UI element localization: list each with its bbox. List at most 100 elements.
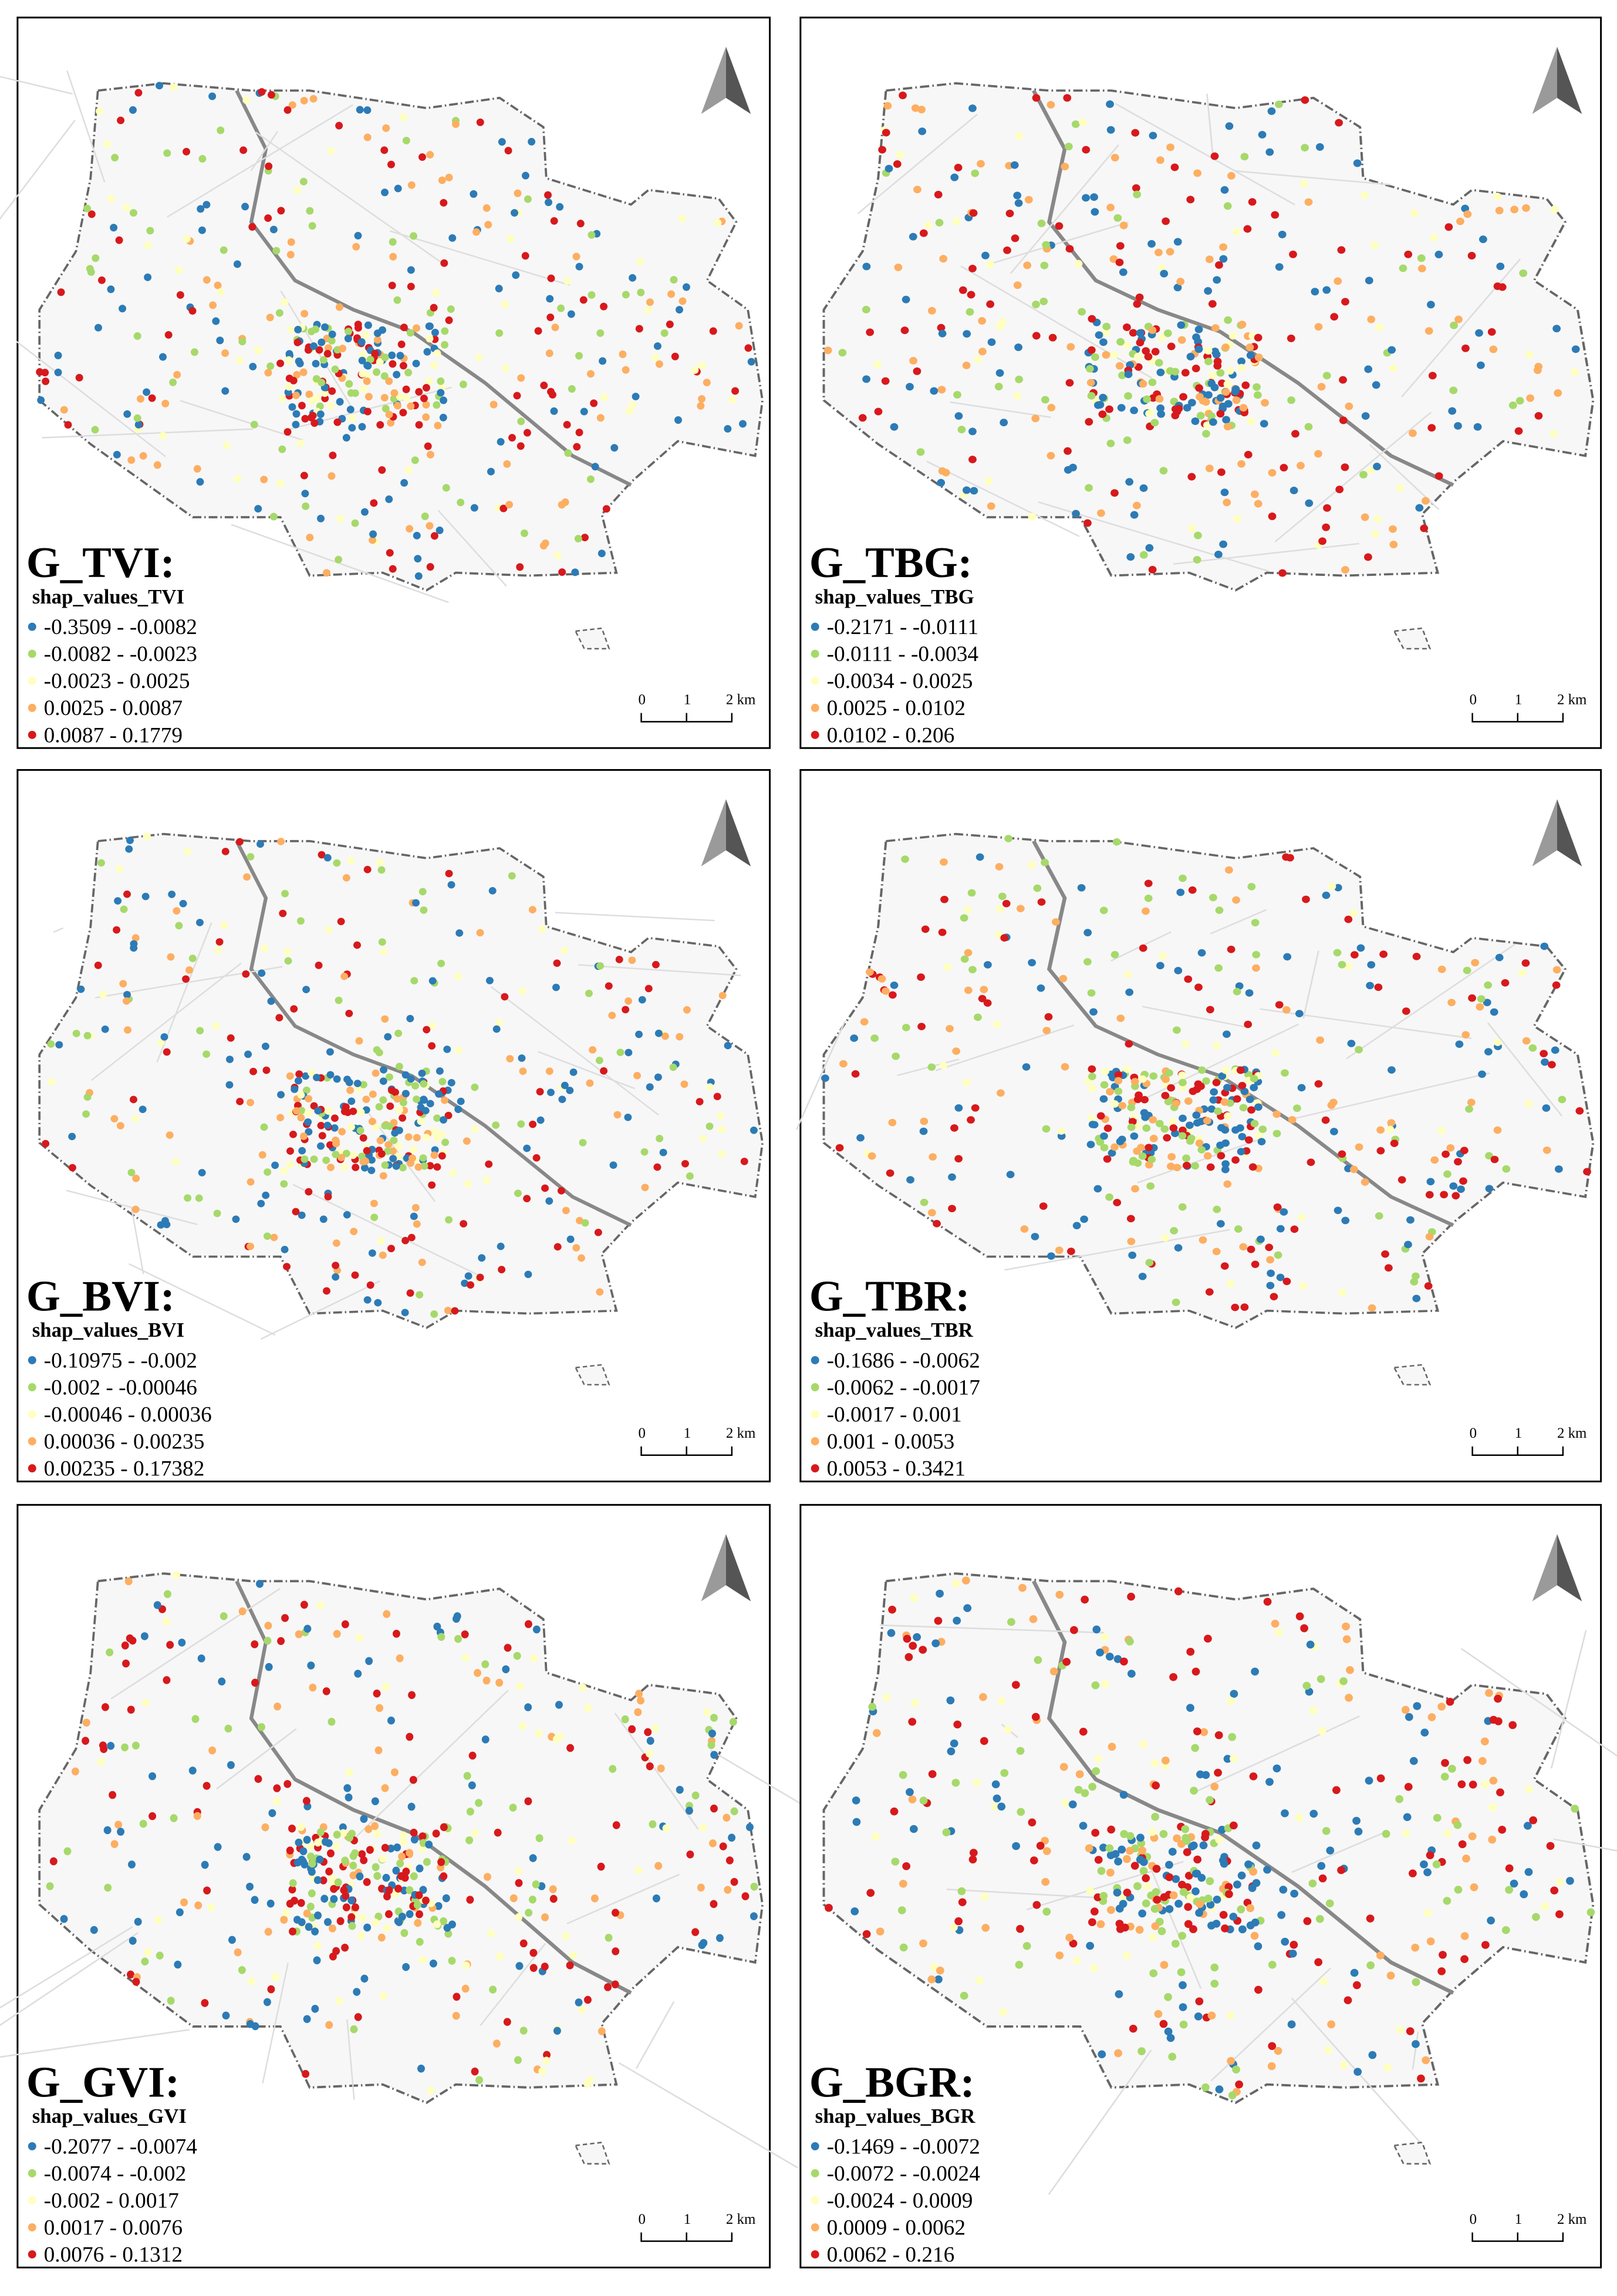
- poi-dot: [396, 1654, 404, 1663]
- poi-dot: [583, 1995, 592, 2004]
- poi-dot: [351, 519, 359, 527]
- poi-dot: [438, 1152, 446, 1160]
- poi-dot: [282, 1909, 291, 1917]
- poi-dot: [328, 330, 336, 338]
- poi-dot: [1293, 1104, 1301, 1112]
- poi-dot: [515, 1962, 524, 1970]
- poi-dot: [254, 1775, 262, 1783]
- poi-dot: [358, 356, 366, 365]
- poi-dot: [597, 2027, 606, 2035]
- poi-dot: [1129, 329, 1137, 337]
- poi-dot: [1302, 1681, 1311, 1690]
- poi-dot: [410, 1828, 418, 1837]
- poi-dot: [572, 252, 580, 261]
- poi-dot: [1307, 1158, 1315, 1166]
- poi-dot: [573, 443, 581, 451]
- poi-dot: [1220, 186, 1229, 194]
- poi-dot: [710, 1900, 718, 1909]
- poi-dot: [436, 526, 444, 534]
- poi-dot: [1127, 1123, 1136, 1131]
- poi-dot: [264, 1168, 272, 1176]
- poi-dot: [1518, 969, 1527, 977]
- poi-dot: [1188, 399, 1196, 407]
- poi-dot: [549, 1894, 558, 1903]
- poi-dot: [345, 380, 353, 388]
- poi-dot: [710, 1804, 718, 1813]
- poi-dot: [1181, 1834, 1190, 1842]
- poi-dot: [1254, 333, 1262, 342]
- poi-dot: [1174, 1587, 1183, 1596]
- poi-dot: [1075, 1770, 1084, 1778]
- poi-dot: [1383, 2064, 1392, 2072]
- poi-dot: [307, 1661, 315, 1670]
- poi-dot: [981, 251, 990, 259]
- poi-dot: [303, 1909, 311, 1918]
- poi-dot: [524, 1797, 532, 1805]
- poi-dot: [1403, 1813, 1412, 1821]
- poi-dot: [333, 859, 341, 867]
- poi-dot: [286, 1900, 294, 1908]
- poi-dot: [1187, 473, 1196, 481]
- poi-dot: [1160, 1961, 1169, 1969]
- poi-dot: [1138, 1846, 1147, 1855]
- poi-dot: [1113, 1199, 1122, 1206]
- poi-dot: [1183, 1848, 1191, 1856]
- poi-dot: [850, 1034, 859, 1042]
- poi-dot: [839, 1060, 848, 1068]
- poi-dot: [443, 1046, 451, 1053]
- poi-dot: [1254, 500, 1262, 508]
- poi-dot: [481, 1735, 490, 1744]
- poi-dot: [644, 306, 652, 314]
- poi-dot: [997, 1089, 1005, 1097]
- poi-dot: [890, 981, 899, 989]
- scale-label: 2 km: [1557, 1425, 1586, 1441]
- poi-dot: [393, 296, 401, 304]
- poi-dot: [286, 1147, 294, 1155]
- poi-dot: [347, 1097, 356, 1105]
- poi-dot: [938, 928, 947, 936]
- poi-dot: [395, 1106, 403, 1114]
- city-boundary: [38, 832, 764, 1329]
- road: [566, 1873, 680, 1924]
- poi-dot: [902, 295, 910, 304]
- poi-dot: [851, 1070, 860, 1078]
- poi-dot: [987, 502, 995, 510]
- poi-dot: [562, 1932, 570, 1940]
- poi-dot: [1080, 1215, 1088, 1223]
- poi-dot: [1324, 2046, 1332, 2054]
- poi-dot: [1570, 368, 1579, 376]
- poi-dot: [1288, 1116, 1297, 1124]
- poi-dot: [277, 207, 285, 215]
- poi-dot: [399, 362, 407, 370]
- poi-dot: [299, 368, 308, 376]
- poi-dot: [97, 859, 105, 867]
- poi-dot: [1179, 2003, 1187, 2011]
- poi-dot: [1389, 541, 1398, 549]
- poi-dot: [958, 286, 967, 294]
- poi-dot: [1135, 1926, 1144, 1934]
- poi-dot: [314, 1107, 322, 1115]
- poi-dot: [1004, 835, 1013, 842]
- poi-dot: [1280, 1208, 1288, 1216]
- poi-dot: [1072, 1956, 1081, 1965]
- poi-dot: [612, 1947, 620, 1956]
- poi-dot: [1490, 1008, 1498, 1016]
- poi-dot: [1321, 1116, 1330, 1124]
- poi-dot: [1156, 404, 1165, 412]
- poi-dot: [427, 2086, 435, 2095]
- poi-dot: [977, 160, 985, 168]
- poi-dot: [1041, 1877, 1050, 1886]
- poi-dot: [402, 1867, 410, 1876]
- poi-dot: [428, 977, 437, 985]
- poi-dot: [254, 346, 262, 355]
- poi-dot: [1353, 159, 1362, 167]
- poi-dot: [312, 359, 320, 368]
- poi-dot: [579, 296, 588, 304]
- poi-dot: [1139, 380, 1147, 388]
- poi-dot: [520, 529, 528, 537]
- map-panel: G_GVI:shap_values_GVI-0.2077 - -0.0074-0…: [0, 1503, 898, 2268]
- poi-dot: [536, 1088, 544, 1095]
- poi-dot: [358, 1850, 366, 1859]
- poi-dot: [999, 2008, 1008, 2016]
- poi-dot: [1090, 1907, 1099, 1916]
